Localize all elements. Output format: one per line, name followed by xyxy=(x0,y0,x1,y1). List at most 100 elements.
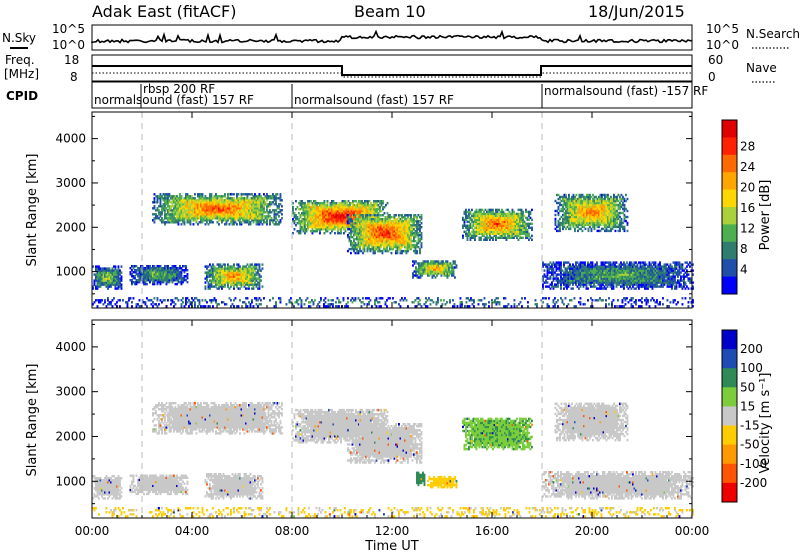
range-time-cell xyxy=(555,218,557,220)
range-time-cell xyxy=(582,230,584,232)
range-time-cell xyxy=(531,235,533,237)
range-time-cell xyxy=(262,267,264,269)
noise-right-tick-bottom: 10^0 xyxy=(706,38,739,52)
range-time-cell xyxy=(218,223,220,225)
rti-plot: Adak East (fitACF) Beam 10 18/Jun/2015 N… xyxy=(0,0,800,554)
range-time-cell xyxy=(259,263,261,265)
cpid-segment-2: rbsp 200 RF xyxy=(143,82,215,96)
cpid-segment-3: normalsound (fast) 157 RF xyxy=(294,93,454,107)
range-time-cell xyxy=(362,214,364,216)
cpid-label: CPID xyxy=(6,89,38,103)
range-time-cell xyxy=(118,265,120,267)
range-time-cell xyxy=(531,209,533,211)
range-time-cell xyxy=(238,193,240,195)
cpid-panel: CPID normalsound (fast) 157 RF rbsp 200 … xyxy=(6,82,708,108)
range-time-cell xyxy=(281,199,283,201)
range-time-cell xyxy=(454,260,456,262)
range-time-cell xyxy=(233,193,235,195)
range-time-cell xyxy=(224,263,226,265)
range-time-cell xyxy=(384,212,386,214)
range-time-cell xyxy=(260,279,262,281)
range-time-cell xyxy=(531,223,533,225)
range-time-cell xyxy=(456,264,458,266)
freq-right-tick-bottom: 0 xyxy=(708,70,716,84)
range-time-cell xyxy=(531,219,533,221)
noise-right-tick-top: 10^5 xyxy=(706,22,739,36)
range-time-cell xyxy=(421,232,423,234)
date-title: 18/Jun/2015 xyxy=(588,2,685,21)
beam-title: Beam 10 xyxy=(354,2,426,21)
range-time-cell xyxy=(121,265,123,267)
range-time-cell xyxy=(281,209,283,211)
range-time-cell xyxy=(115,265,117,267)
range-time-cell xyxy=(421,242,423,244)
noise-panel: N.Sky 10^5 10^0 10^5 10^0 N.Search xyxy=(2,22,800,52)
range-time-cell xyxy=(568,194,570,196)
range-time-cell xyxy=(205,285,207,287)
range-time-cell xyxy=(292,206,294,208)
cpid-segment-4: normalsound (fast) -157 RF xyxy=(544,84,708,98)
range-time-cell xyxy=(395,214,397,216)
range-time-cell xyxy=(187,269,189,271)
range-time-cell xyxy=(421,222,423,224)
range-time-cell xyxy=(565,194,567,196)
range-time-cell xyxy=(277,193,279,195)
range-time-cell xyxy=(607,194,609,196)
range-time-cell xyxy=(280,193,282,195)
range-time-cell xyxy=(585,228,587,230)
noise-right-label: N.Search xyxy=(746,27,800,41)
range-time-cell xyxy=(471,209,473,211)
range-time-cell xyxy=(421,214,423,216)
range-time-cell xyxy=(531,239,533,241)
range-time-cell xyxy=(281,213,283,215)
range-time-cell xyxy=(522,211,524,213)
range-time-cell xyxy=(454,276,456,278)
range-time-cell xyxy=(295,200,297,202)
freq-left-label-2: [MHz] xyxy=(4,67,39,81)
range-time-cell xyxy=(350,252,352,254)
range-time-cell xyxy=(281,217,283,219)
range-time-cell xyxy=(334,232,336,234)
freq-right-tick-top: 60 xyxy=(708,53,723,67)
range-time-cell xyxy=(531,227,533,229)
noise-left-tick-top: 10^5 xyxy=(52,22,85,36)
range-time-cell xyxy=(236,223,238,225)
range-time-cell xyxy=(211,193,213,195)
range-time-cell xyxy=(555,214,557,216)
station-title: Adak East (fitACF) xyxy=(92,2,236,21)
range-time-cell xyxy=(202,193,204,195)
freq-left-tick-top: 18 xyxy=(64,53,79,67)
range-time-cell xyxy=(154,205,156,207)
range-time-cell xyxy=(146,283,148,285)
rti-figure: Adak East (fitACF) Beam 10 18/Jun/2015 N… xyxy=(0,0,800,554)
range-time-cell xyxy=(380,214,382,216)
range-time-cell xyxy=(278,215,280,217)
range-time-cell xyxy=(324,200,326,202)
range-time-cell xyxy=(576,194,578,196)
range-time-cell xyxy=(187,273,189,275)
range-time-cell xyxy=(492,209,494,211)
range-time-cell xyxy=(194,193,196,195)
range-time-cell xyxy=(522,237,524,239)
noise-sky-series xyxy=(92,32,692,43)
freq-series xyxy=(92,66,692,75)
freq-left-label-1: Freq. xyxy=(5,53,35,67)
range-time-cell xyxy=(391,252,393,254)
range-time-cell xyxy=(281,205,283,207)
noise-left-label: N.Sky xyxy=(2,31,36,45)
range-time-cell xyxy=(187,281,189,283)
range-time-cell xyxy=(410,214,412,216)
range-time-cell xyxy=(382,200,384,202)
range-time-cell xyxy=(374,214,376,216)
range-time-cell xyxy=(224,193,226,195)
range-time-cell xyxy=(262,263,264,265)
range-time-cell xyxy=(416,250,418,252)
range-time-cell xyxy=(212,221,214,223)
range-time-cell xyxy=(294,228,296,230)
freq-panel: Freq. [MHz] 18 8 60 0 Nave xyxy=(4,53,777,84)
range-time-cell xyxy=(421,226,423,228)
range-time-cell xyxy=(262,285,264,287)
noise-left-tick-bottom: 10^0 xyxy=(52,38,85,52)
range-time-cell xyxy=(327,200,329,202)
